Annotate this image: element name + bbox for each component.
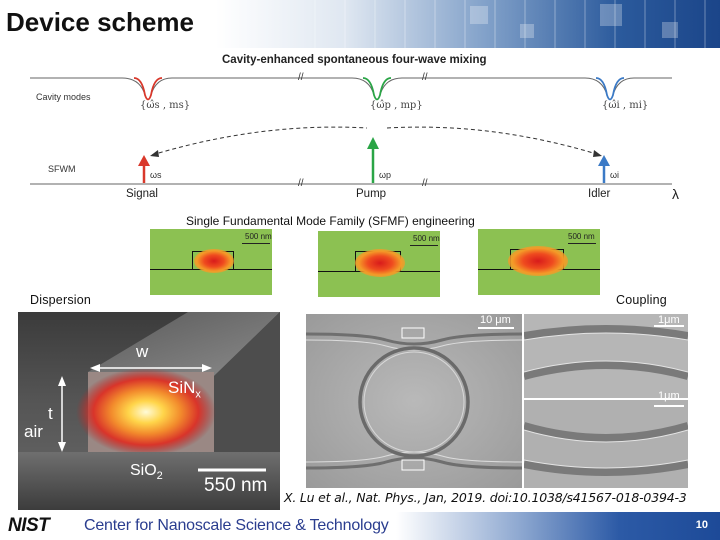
header-square [520,24,534,38]
ring-resonator [358,346,470,458]
sfwm-row-label: SFWM [48,164,76,174]
wavelength-symbol: λ [672,186,679,202]
header-square [600,4,622,26]
zoom-edge [524,360,688,373]
thickness-arrowhead [58,442,66,452]
thickness-label: t [48,404,53,423]
width-arrowhead [202,364,212,372]
zoom-scale-label-bottom: 1μm [658,390,680,402]
dispersion-label: Dispersion [30,293,92,307]
scale-label: 500 nm [568,232,595,241]
substrate-material-subscript: 2 [156,470,163,483]
nist-logo: NIST [8,515,50,536]
center-name: Center for Nanoscale Science & Technolog… [84,517,389,534]
header-square [470,6,488,24]
signal-mode-label: {ω̂s , ms} [140,100,191,111]
mode-intensity [194,249,234,273]
zoom-waveguide-upper [524,422,688,442]
air-label: air [24,422,43,441]
thickness-arrowhead [58,376,66,386]
sfmf-title: Single Fundamental Mode Family (SFMF) en… [186,214,475,228]
core-material-text: SiN [168,378,196,397]
substrate [18,452,280,510]
mode-intensity [355,249,405,277]
substrate-material-label: SiO2 [130,462,163,482]
signal-resonance-dip [133,77,163,101]
axis-break-mark: // [298,72,304,83]
zoom-waveguide-lower [524,460,688,476]
axis-break-mark: // [298,178,304,189]
idler-arrowhead [598,155,610,166]
core-material-subscript: x [195,388,201,401]
width-arrowhead [90,364,100,372]
pump-label: Pump [356,188,387,200]
arc-arrowhead [593,150,602,157]
pump-idler-arc [386,126,601,156]
footer-bar [0,512,720,540]
idler-frequency-label: ωi [610,170,620,180]
ring-drawing [306,314,522,488]
header-decoration [300,0,720,48]
coupling-drawing [524,314,688,488]
zoom-region-marker [401,327,425,339]
schematic-graphics [30,77,672,185]
mode-profile-1: 500 nm [150,229,272,295]
cavity-modes-row-label: Cavity modes [36,92,91,102]
page-title: Device scheme [6,7,194,37]
waveguide-cross-section-image: w SiNx t air SiO2 550 nm [18,312,280,510]
idler-mode-label: {ω̂i , mi} [602,100,649,111]
scale-bar [410,245,438,247]
core-material-label: SiNx [168,378,201,400]
waveguide-top-face [88,312,280,376]
schematic-title: Cavity-enhanced spontaneous four-wave mi… [222,54,487,66]
optical-mode [76,368,216,456]
waveguide-side-face [214,312,280,452]
bus-waveguide-top [306,332,522,346]
scale-bar [568,243,596,245]
scale-label: 500 nm [245,232,272,241]
scale-label: 500 nm [413,234,440,243]
ring-resonator-sem-image: 10 μm [306,314,522,488]
zoom-edge [524,332,688,341]
zoom-edge [524,429,688,443]
coupling-label: Coupling [616,293,667,307]
axis-break-mark: // [422,178,428,189]
signal-label: Signal [126,188,158,200]
signal-frequency-label: ωs [150,170,162,180]
waveguide-scale-label: 550 nm [204,475,268,496]
zoom-edge [524,459,688,469]
page-number: 10 [695,519,708,531]
substrate-material-text: SiO [130,462,157,479]
signal-pump-arc [151,126,368,156]
zoom-waveguide-lower [524,361,688,380]
pump-arrowhead [367,137,379,149]
bus-waveguide-bottom [306,456,522,470]
axis-break-mark: // [422,72,428,83]
mode-profile-2: 500 nm [318,231,440,297]
zoom-scale-label-top: 1μm [658,314,680,326]
zoom-waveguide-upper [524,325,688,340]
ring-scale-label: 10 μm [480,314,511,326]
scale-bar [242,243,270,245]
header-square [662,22,678,38]
cavity-baseline [30,77,672,100]
pump-resonance-dip [362,77,392,101]
bus-waveguide-edge [306,339,522,351]
pump-mode-label: {ω̂p , mp} [370,100,423,111]
citation: X. Lu et al., Nat. Phys., Jan, 2019. doi… [284,490,687,505]
mode-profile-3: 500 nm [478,229,600,295]
width-label: w [136,342,149,361]
slide-header: Device scheme [0,0,720,48]
sfwm-schematic: Cavity-enhanced spontaneous four-wave mi… [22,50,702,210]
arc-arrowhead [150,150,159,157]
zoom-region-marker [401,459,425,471]
ring-edge [363,351,465,453]
mode-intensity [508,246,568,276]
signal-arrowhead [138,155,150,166]
waveguide-drawing [18,312,280,510]
idler-label: Idler [588,188,611,200]
pump-frequency-label: ωp [379,170,392,180]
idler-resonance-dip [595,77,625,101]
coupling-region-sem-images: 1μm 1μm [524,314,688,488]
